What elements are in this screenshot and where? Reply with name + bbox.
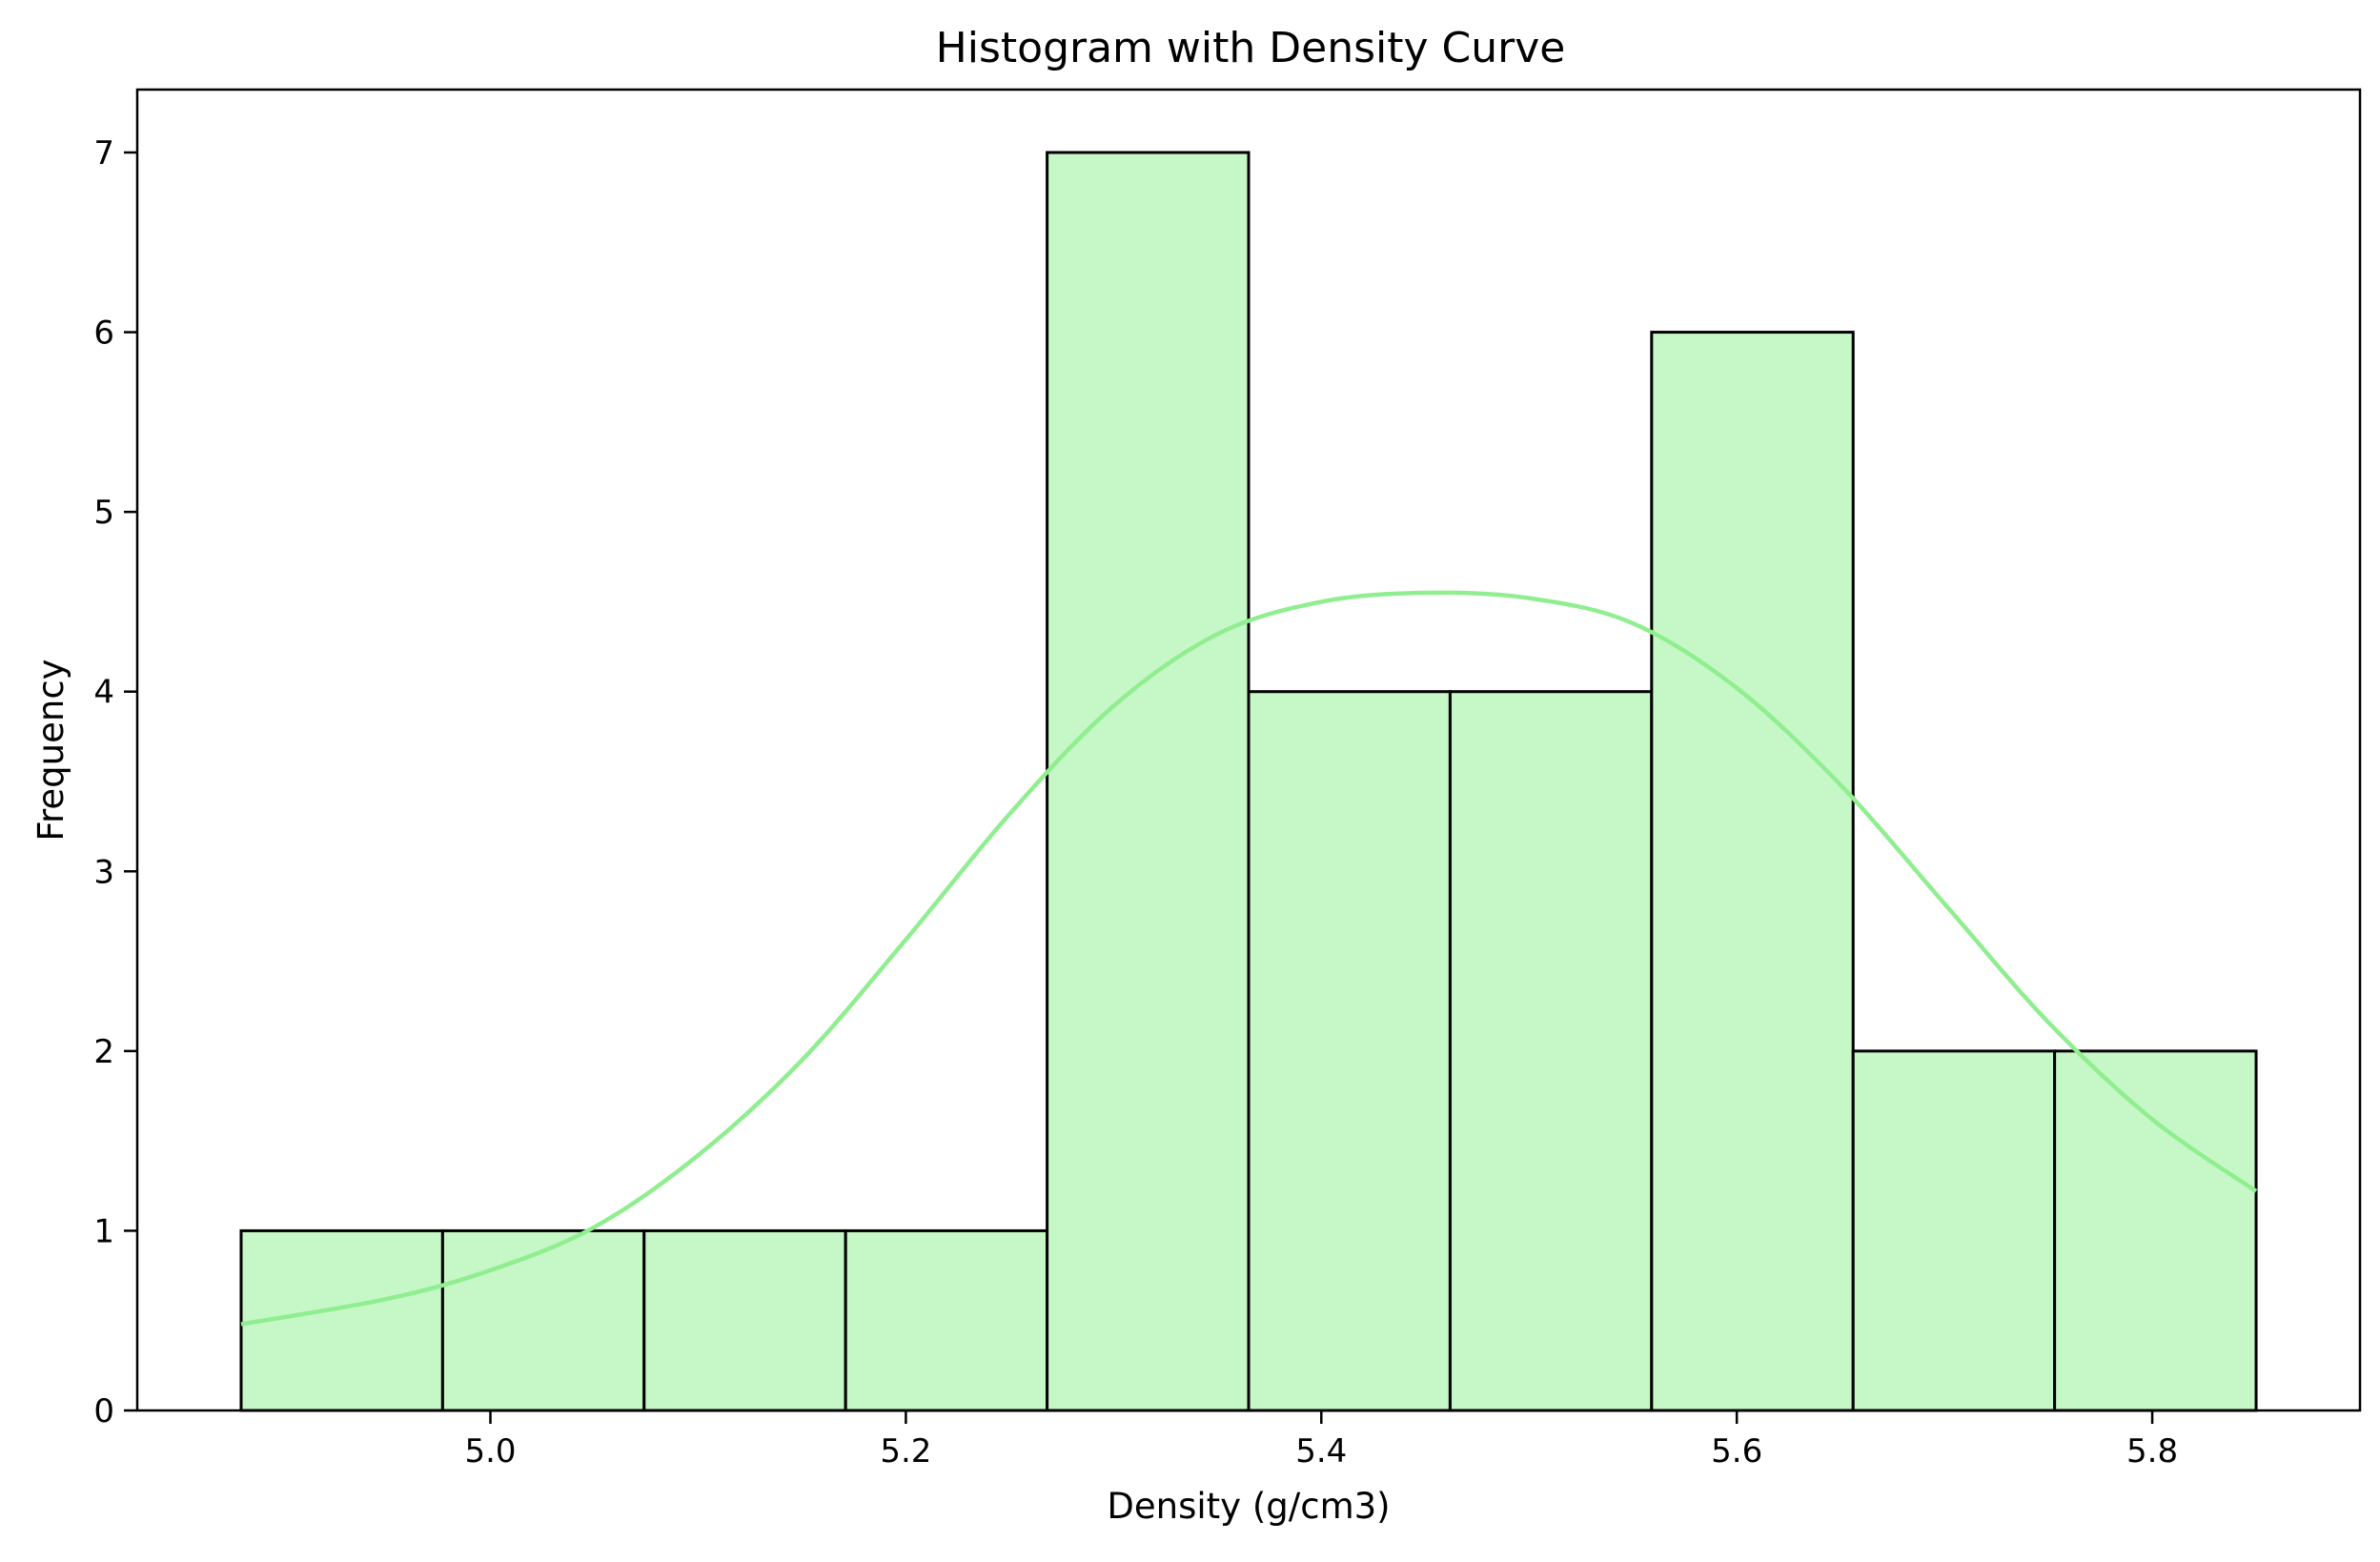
density-curve-group xyxy=(240,590,2258,1327)
histogram-bar-2 xyxy=(642,1228,847,1412)
y-axis-ticks: 0 1 2 3 4 5 6 7 xyxy=(93,134,137,1430)
x-tick-label-0: 5.0 xyxy=(464,1432,516,1471)
x-axis-ticks: 5.0 5.2 5.4 5.6 5.8 xyxy=(464,1410,2178,1471)
bars-group xyxy=(239,151,2258,1412)
y-tick-label-6: 6 xyxy=(93,314,114,353)
y-tick-label-2: 2 xyxy=(93,1033,114,1071)
plot-frame xyxy=(135,88,2362,1412)
y-tick-label-7: 7 xyxy=(93,134,114,172)
histogram-bar-3 xyxy=(844,1228,1049,1412)
y-tick-label-4: 4 xyxy=(93,674,114,712)
y-tick-label-0: 0 xyxy=(93,1392,114,1430)
y-tick-label-1: 1 xyxy=(93,1212,114,1250)
x-tick-label-1: 5.2 xyxy=(880,1432,931,1471)
y-axis-label: Frequency xyxy=(31,659,71,841)
density-curve-line xyxy=(240,590,2258,1327)
y-tick-label-3: 3 xyxy=(93,853,114,891)
x-tick-label-3: 5.6 xyxy=(1711,1432,1762,1471)
x-axis-label: Density (g/cm3) xyxy=(1107,1486,1390,1527)
histogram-bar-5 xyxy=(1247,690,1452,1412)
chart-title: Histogram with Density Curve xyxy=(936,24,1566,72)
histogram-bar-1 xyxy=(440,1228,646,1412)
histogram-bar-9 xyxy=(2053,1049,2258,1412)
x-tick-label-2: 5.4 xyxy=(1295,1432,1347,1471)
histogram-bar-8 xyxy=(1851,1049,2057,1412)
histogram-bar-6 xyxy=(1448,690,1654,1412)
y-tick-label-5: 5 xyxy=(93,494,114,532)
x-tick-label-4: 5.8 xyxy=(2126,1432,2178,1471)
histogram-bar-4 xyxy=(1046,151,1251,1412)
histogram-bar-7 xyxy=(1650,331,1855,1412)
